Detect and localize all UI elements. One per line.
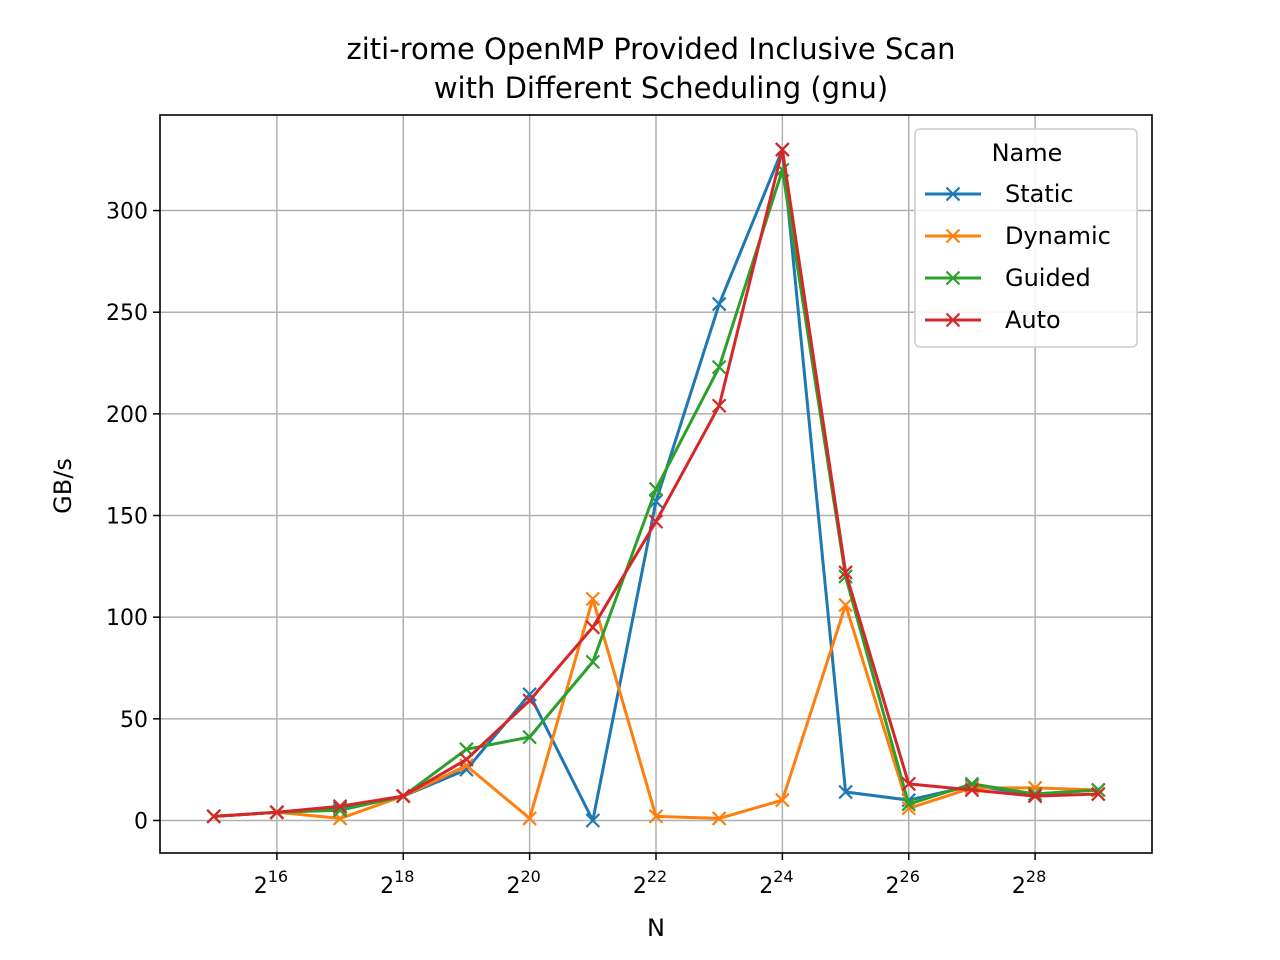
data-point — [1091, 786, 1106, 802]
x-tick-label: 226 — [886, 867, 920, 899]
data-point — [964, 782, 980, 798]
series-auto — [206, 142, 1106, 824]
data-point — [522, 811, 537, 826]
data-point — [206, 809, 221, 824]
data-point — [585, 654, 601, 670]
data-point — [585, 591, 601, 607]
data-point — [585, 620, 601, 635]
data-point — [269, 805, 285, 820]
x-tick-label: 224 — [759, 867, 793, 899]
legend-box — [914, 128, 1138, 348]
grid — [160, 115, 1152, 853]
legend-marker — [945, 270, 961, 286]
legend-marker — [945, 228, 961, 244]
series-group — [206, 142, 1106, 828]
legend-entry-dynamic: Dynamic — [925, 222, 1111, 250]
data-point — [711, 359, 727, 375]
x-tick-base: 2 — [1012, 874, 1026, 899]
data-point — [522, 729, 537, 745]
x-tick-label: 220 — [506, 867, 540, 899]
x-tick-label: 218 — [380, 867, 414, 899]
data-point — [395, 788, 411, 804]
legend-marker — [945, 186, 961, 202]
x-tick-base: 2 — [506, 874, 520, 899]
y-axis: 0 50 100 150 200 250 300 — [106, 200, 160, 834]
data-point — [1027, 786, 1043, 802]
data-point — [711, 296, 727, 312]
data-point — [901, 796, 917, 812]
legend-label: Static — [1005, 180, 1074, 208]
y-axis-label: GB/s — [49, 458, 77, 514]
chart-subtitle: with Different Scheduling (gnu) — [434, 71, 888, 105]
y-tick-label: 50 — [120, 708, 148, 733]
y-tick-label: 100 — [106, 606, 148, 631]
data-point — [459, 752, 474, 767]
legend-label: Auto — [1005, 306, 1061, 334]
x-tick-exponent: 28 — [1026, 867, 1046, 886]
x-axis-label: N — [647, 914, 665, 942]
data-point — [901, 776, 917, 792]
data-point — [1027, 788, 1043, 804]
chart-title: ziti-rome OpenMP Provided Inclusive Scan — [347, 32, 956, 66]
data-point — [775, 142, 790, 157]
data-point — [332, 798, 348, 814]
data-point — [585, 813, 601, 828]
legend-label: Dynamic — [1005, 222, 1111, 250]
data-point — [838, 597, 853, 613]
legend-marker — [945, 312, 961, 328]
data-point — [522, 693, 537, 708]
legend-title: Name — [992, 139, 1063, 167]
x-tick-exponent: 18 — [394, 867, 414, 886]
x-tick-exponent: 20 — [520, 867, 540, 886]
x-tick-exponent: 26 — [900, 867, 920, 886]
y-tick-label: 250 — [106, 301, 148, 326]
x-tick-exponent: 22 — [647, 867, 667, 886]
x-tick-label: 228 — [1012, 867, 1046, 899]
legend-entry-guided: Guided — [925, 264, 1091, 292]
legend-label: Guided — [1005, 264, 1091, 292]
legend-entry-static: Static — [925, 180, 1074, 208]
y-tick-label: 300 — [106, 200, 148, 225]
data-point — [648, 809, 664, 824]
y-tick-label: 0 — [134, 809, 148, 834]
x-tick-label: 222 — [633, 867, 667, 899]
x-tick-base: 2 — [759, 874, 773, 899]
y-tick-label: 150 — [106, 505, 148, 530]
x-tick-base: 2 — [886, 874, 900, 899]
legend: Name Static Dynamic Guided Auto — [914, 128, 1138, 348]
x-tick-exponent: 16 — [268, 867, 288, 886]
data-point — [711, 811, 727, 826]
x-tick-base: 2 — [254, 874, 268, 899]
data-point — [838, 784, 853, 800]
data-point — [648, 514, 664, 529]
data-point — [838, 565, 853, 580]
x-axis: 216 218 220 222 224 226 228 — [254, 853, 1046, 899]
x-tick-base: 2 — [380, 874, 394, 899]
x-tick-base: 2 — [633, 874, 647, 899]
data-point — [522, 687, 537, 702]
data-point — [711, 398, 727, 414]
x-tick-label: 216 — [254, 867, 288, 899]
legend-entry-auto: Auto — [925, 306, 1061, 334]
x-tick-exponent: 24 — [773, 867, 793, 886]
data-point — [648, 481, 664, 497]
y-tick-label: 200 — [106, 403, 148, 428]
data-point — [775, 792, 790, 808]
